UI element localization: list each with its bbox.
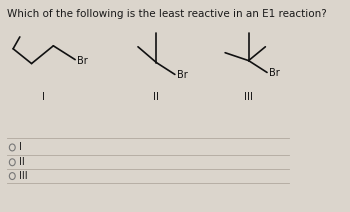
Circle shape: [9, 144, 15, 151]
Circle shape: [9, 159, 15, 166]
Text: Br: Br: [77, 56, 88, 66]
Text: III: III: [244, 92, 253, 102]
Text: II: II: [19, 157, 25, 167]
Text: Br: Br: [176, 70, 187, 80]
Text: I: I: [42, 92, 45, 102]
Text: Br: Br: [269, 68, 279, 78]
Text: Which of the following is the least reactive in an E1 reaction?: Which of the following is the least reac…: [7, 9, 327, 19]
Text: I: I: [19, 142, 22, 152]
Text: II: II: [153, 92, 159, 102]
Circle shape: [9, 173, 15, 180]
Text: III: III: [19, 171, 28, 181]
